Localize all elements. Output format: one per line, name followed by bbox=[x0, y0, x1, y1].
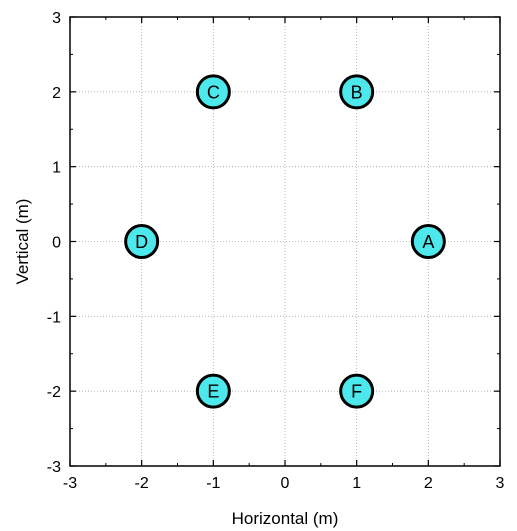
point-marker bbox=[339, 74, 375, 110]
y-tick-label: -2 bbox=[47, 384, 61, 401]
point-label: D bbox=[135, 232, 148, 252]
point-label: E bbox=[207, 382, 219, 402]
x-tick-label: 2 bbox=[424, 475, 433, 492]
point-label: A bbox=[422, 232, 434, 252]
data-point-e: E bbox=[195, 373, 231, 409]
x-axis-label: Horizontal (m) bbox=[232, 509, 339, 528]
y-tick-label: 0 bbox=[52, 235, 61, 252]
x-tick-label: 3 bbox=[496, 475, 505, 492]
data-point-b: B bbox=[339, 74, 375, 110]
data-point-f: F bbox=[339, 373, 375, 409]
data-point-a: A bbox=[410, 224, 446, 259]
y-tick-label: -1 bbox=[47, 309, 61, 326]
axis-ticks bbox=[69, 16, 501, 467]
x-tick-label: 1 bbox=[352, 475, 361, 492]
y-tick-label: 1 bbox=[52, 160, 61, 177]
point-marker bbox=[339, 373, 375, 409]
y-tick-label: -3 bbox=[47, 459, 61, 476]
point-marker bbox=[195, 373, 231, 409]
x-tick-label: -1 bbox=[206, 475, 220, 492]
x-tick-label: -2 bbox=[135, 475, 149, 492]
tick-labels: -3 -2 -1 0 1 2 3 -3 -2 -1 0 1 2 3 bbox=[47, 10, 505, 492]
x-tick-label: -3 bbox=[63, 475, 77, 492]
point-label: C bbox=[207, 82, 220, 102]
point-marker bbox=[195, 74, 231, 110]
y-axis-label: Vertical (m) bbox=[13, 199, 32, 285]
x-tick-label: 0 bbox=[281, 475, 290, 492]
data-point-d: D bbox=[124, 224, 160, 259]
data-point-c: C bbox=[195, 74, 231, 110]
y-tick-label: 3 bbox=[52, 10, 61, 27]
point-label: B bbox=[351, 82, 363, 102]
data-points: A B C D E F bbox=[124, 74, 446, 409]
y-tick-label: 2 bbox=[52, 85, 61, 102]
point-label: F bbox=[351, 382, 362, 402]
point-marker bbox=[124, 224, 160, 259]
point-marker bbox=[410, 224, 446, 259]
